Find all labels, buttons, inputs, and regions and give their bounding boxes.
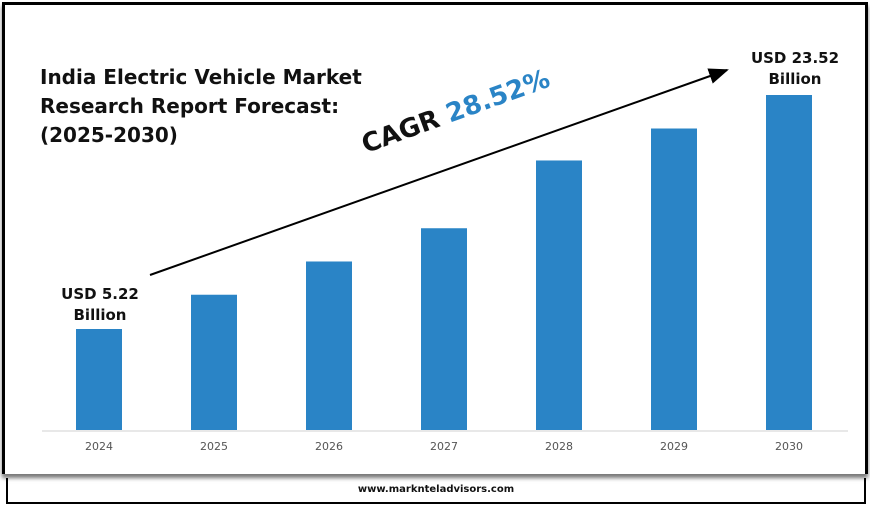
bar-2026	[306, 261, 352, 430]
bar-2030	[766, 95, 812, 430]
bar-2027	[421, 228, 467, 430]
bar-2024	[76, 329, 122, 430]
end-value: USD 23.52	[750, 49, 840, 67]
x-tick-label: 2027	[430, 440, 458, 453]
title-line: (2025-2030)	[40, 123, 178, 147]
bar-2029	[651, 128, 697, 430]
title-line: Research Report Forecast:	[40, 94, 340, 118]
x-tick-label: 2029	[660, 440, 688, 453]
bar-2025	[191, 294, 237, 430]
end-unit: Billion	[768, 70, 822, 88]
chart-title: India Electric Vehicle Market Research R…	[40, 63, 380, 150]
end-value-label: USD 23.52 Billion	[735, 48, 855, 90]
x-tick-label: 2026	[315, 440, 343, 453]
footer-url: www.marknteladvisors.com	[6, 478, 866, 504]
x-tick-label: 2025	[200, 440, 228, 453]
start-unit: Billion	[73, 306, 127, 324]
start-value-label: USD 5.22 Billion	[40, 284, 160, 326]
title-line: India Electric Vehicle Market	[40, 65, 362, 89]
x-tick-label: 2024	[85, 440, 113, 453]
start-value: USD 5.22	[61, 285, 139, 303]
growth-arrow	[149, 68, 729, 276]
bar-2028	[536, 160, 582, 430]
x-tick-label: 2030	[775, 440, 803, 453]
x-tick-label: 2028	[545, 440, 573, 453]
